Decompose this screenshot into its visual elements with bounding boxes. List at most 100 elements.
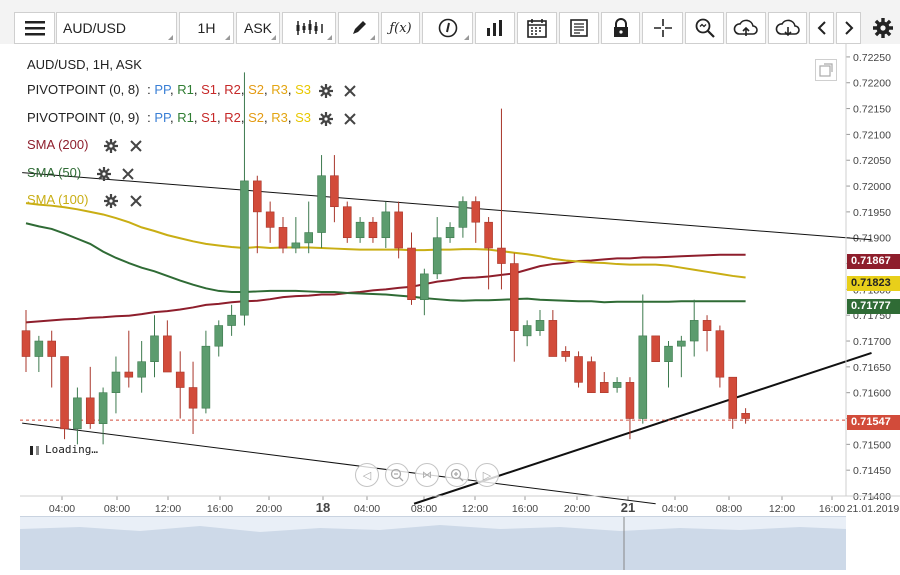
x-tick-label: 20:00 [564, 503, 590, 515]
y-tick-label: 0.72000 [853, 181, 891, 193]
zoom-in-button[interactable] [445, 463, 469, 487]
pivot-1-settings-gear-icon[interactable] [318, 83, 333, 98]
legend-title: AUD/USD, 1H, ASK [27, 57, 142, 72]
cloud-upload-icon [733, 19, 758, 36]
candle-body-down [715, 330, 725, 378]
y-tick-label: 0.71450 [853, 465, 891, 477]
candlestick-icon [296, 20, 323, 35]
scroll-left-button[interactable] [809, 12, 834, 44]
pivot-1-remove-close-icon[interactable] [344, 84, 356, 97]
candle-body-up [522, 325, 532, 337]
candle-body-down [574, 356, 583, 383]
function-button[interactable]: ƒ(x) [381, 12, 420, 44]
navigator-overview [20, 517, 846, 570]
symbol-selector[interactable]: AUD/USD [56, 12, 177, 44]
timeframe-selector[interactable]: 1H [179, 12, 234, 44]
navigator-panel[interactable] [20, 516, 846, 570]
candle-body-up [535, 320, 545, 331]
scroll-right-button[interactable] [836, 12, 861, 44]
sma100-legend: SMA (100) [27, 192, 142, 208]
pivot-2-level-s1: S1 [201, 110, 217, 125]
sma50-settings-gear-icon[interactable] [96, 166, 111, 181]
trendline-2 [22, 422, 656, 505]
chart-navigation: ◁ ⋈ ▷ [355, 463, 499, 487]
pivot-1-name: PIVOTPOINT (0, 8) [27, 82, 140, 97]
candle-body-up [214, 325, 224, 347]
candle-body-down [510, 263, 519, 331]
pivot-2-level-pp: PP [154, 110, 170, 125]
chevron-left-icon [817, 21, 826, 35]
pivot-2-settings-gear-icon[interactable] [318, 111, 333, 126]
sma50-line [25, 222, 746, 304]
pivot-2-name: PIVOTPOINT (0, 9) [27, 110, 140, 125]
candle-body-up [420, 273, 429, 301]
candle-body-up [689, 320, 699, 342]
bar-chart-icon [487, 20, 502, 36]
candle-body-down [587, 361, 596, 393]
candle-body-down [368, 221, 378, 239]
crosshair-button[interactable] [642, 12, 683, 44]
sma200-settings-gear-icon[interactable] [104, 138, 119, 153]
pivot-1-level-r3: R3 [271, 82, 288, 97]
popout-icon [819, 63, 833, 77]
x-tick-label: 04:00 [49, 503, 75, 515]
sma200-label: SMA (200) [27, 137, 89, 152]
chart-type-button[interactable] [282, 12, 336, 44]
upload-button[interactable] [726, 12, 766, 44]
y-tick-label: 0.72050 [853, 155, 891, 167]
candle-body-down [702, 320, 712, 331]
sma50-legend: SMA (50) [27, 165, 135, 181]
pivot-2-level-s3: S3 [295, 110, 311, 125]
candle-body-up [638, 335, 648, 419]
y-tick-label: 0.71900 [853, 233, 891, 245]
candle-body-up [458, 201, 468, 228]
indicator-lines [20, 172, 872, 505]
reset-view-icon: ⋈ [422, 469, 432, 481]
candle-body-up [664, 345, 673, 362]
indicator-button[interactable] [422, 12, 473, 44]
pan-right-button[interactable]: ▷ [475, 463, 499, 487]
candle-body-up [201, 345, 211, 409]
zoom-button[interactable] [685, 12, 724, 44]
x-tick-label: 08:00 [411, 503, 437, 515]
price-type-selector[interactable]: ASK [236, 12, 280, 44]
crosshair-icon [653, 19, 672, 37]
pan-left-button[interactable]: ◁ [355, 463, 379, 487]
settings-button[interactable] [865, 12, 900, 44]
sma200-legend: SMA (200) [27, 137, 142, 153]
menu-button[interactable] [14, 12, 55, 44]
candle-body-up [317, 175, 326, 233]
sma100-settings-gear-icon[interactable] [104, 193, 119, 208]
loading-indicator: Loading… [30, 443, 98, 456]
popout-button[interactable] [815, 59, 837, 81]
pencil-icon [352, 21, 366, 34]
draw-tools-button[interactable] [338, 12, 379, 44]
candle-body-up [34, 340, 44, 357]
volume-button[interactable] [475, 12, 515, 44]
zoom-out-button[interactable] [385, 463, 409, 487]
y-tick-label: 0.72150 [853, 104, 891, 116]
download-button[interactable] [768, 12, 807, 44]
sma100-label: SMA (100) [27, 192, 89, 207]
lock-button[interactable] [601, 12, 640, 44]
candle-body-down [253, 180, 262, 213]
reset-view-button[interactable]: ⋈ [415, 463, 439, 487]
candle-body-up [150, 335, 159, 362]
pivot-2-remove-close-icon[interactable] [344, 112, 356, 125]
candle-body-up [240, 180, 249, 316]
x-tick-label: 04:00 [354, 503, 380, 515]
pivot-legend-2: PIVOTPOINT (0, 9) : PP, R1, S1, R2, S2, … [27, 110, 356, 126]
calendar-button[interactable] [517, 12, 557, 44]
candle-body-down [85, 397, 95, 424]
candle-body-down [163, 335, 172, 373]
candle-body-up [73, 397, 82, 430]
template-button[interactable] [559, 12, 599, 44]
pivot-2-level-r1: R1 [177, 110, 194, 125]
sma50-remove-close-icon[interactable] [122, 167, 135, 180]
sma50-label: SMA (50) [27, 165, 82, 180]
sma100-remove-close-icon[interactable] [129, 194, 142, 207]
sma200-remove-close-icon[interactable] [129, 139, 142, 152]
y-tick-label: 0.72100 [853, 129, 891, 141]
candle-body-down [124, 371, 134, 378]
x-tick-label: 20:00 [256, 503, 282, 515]
